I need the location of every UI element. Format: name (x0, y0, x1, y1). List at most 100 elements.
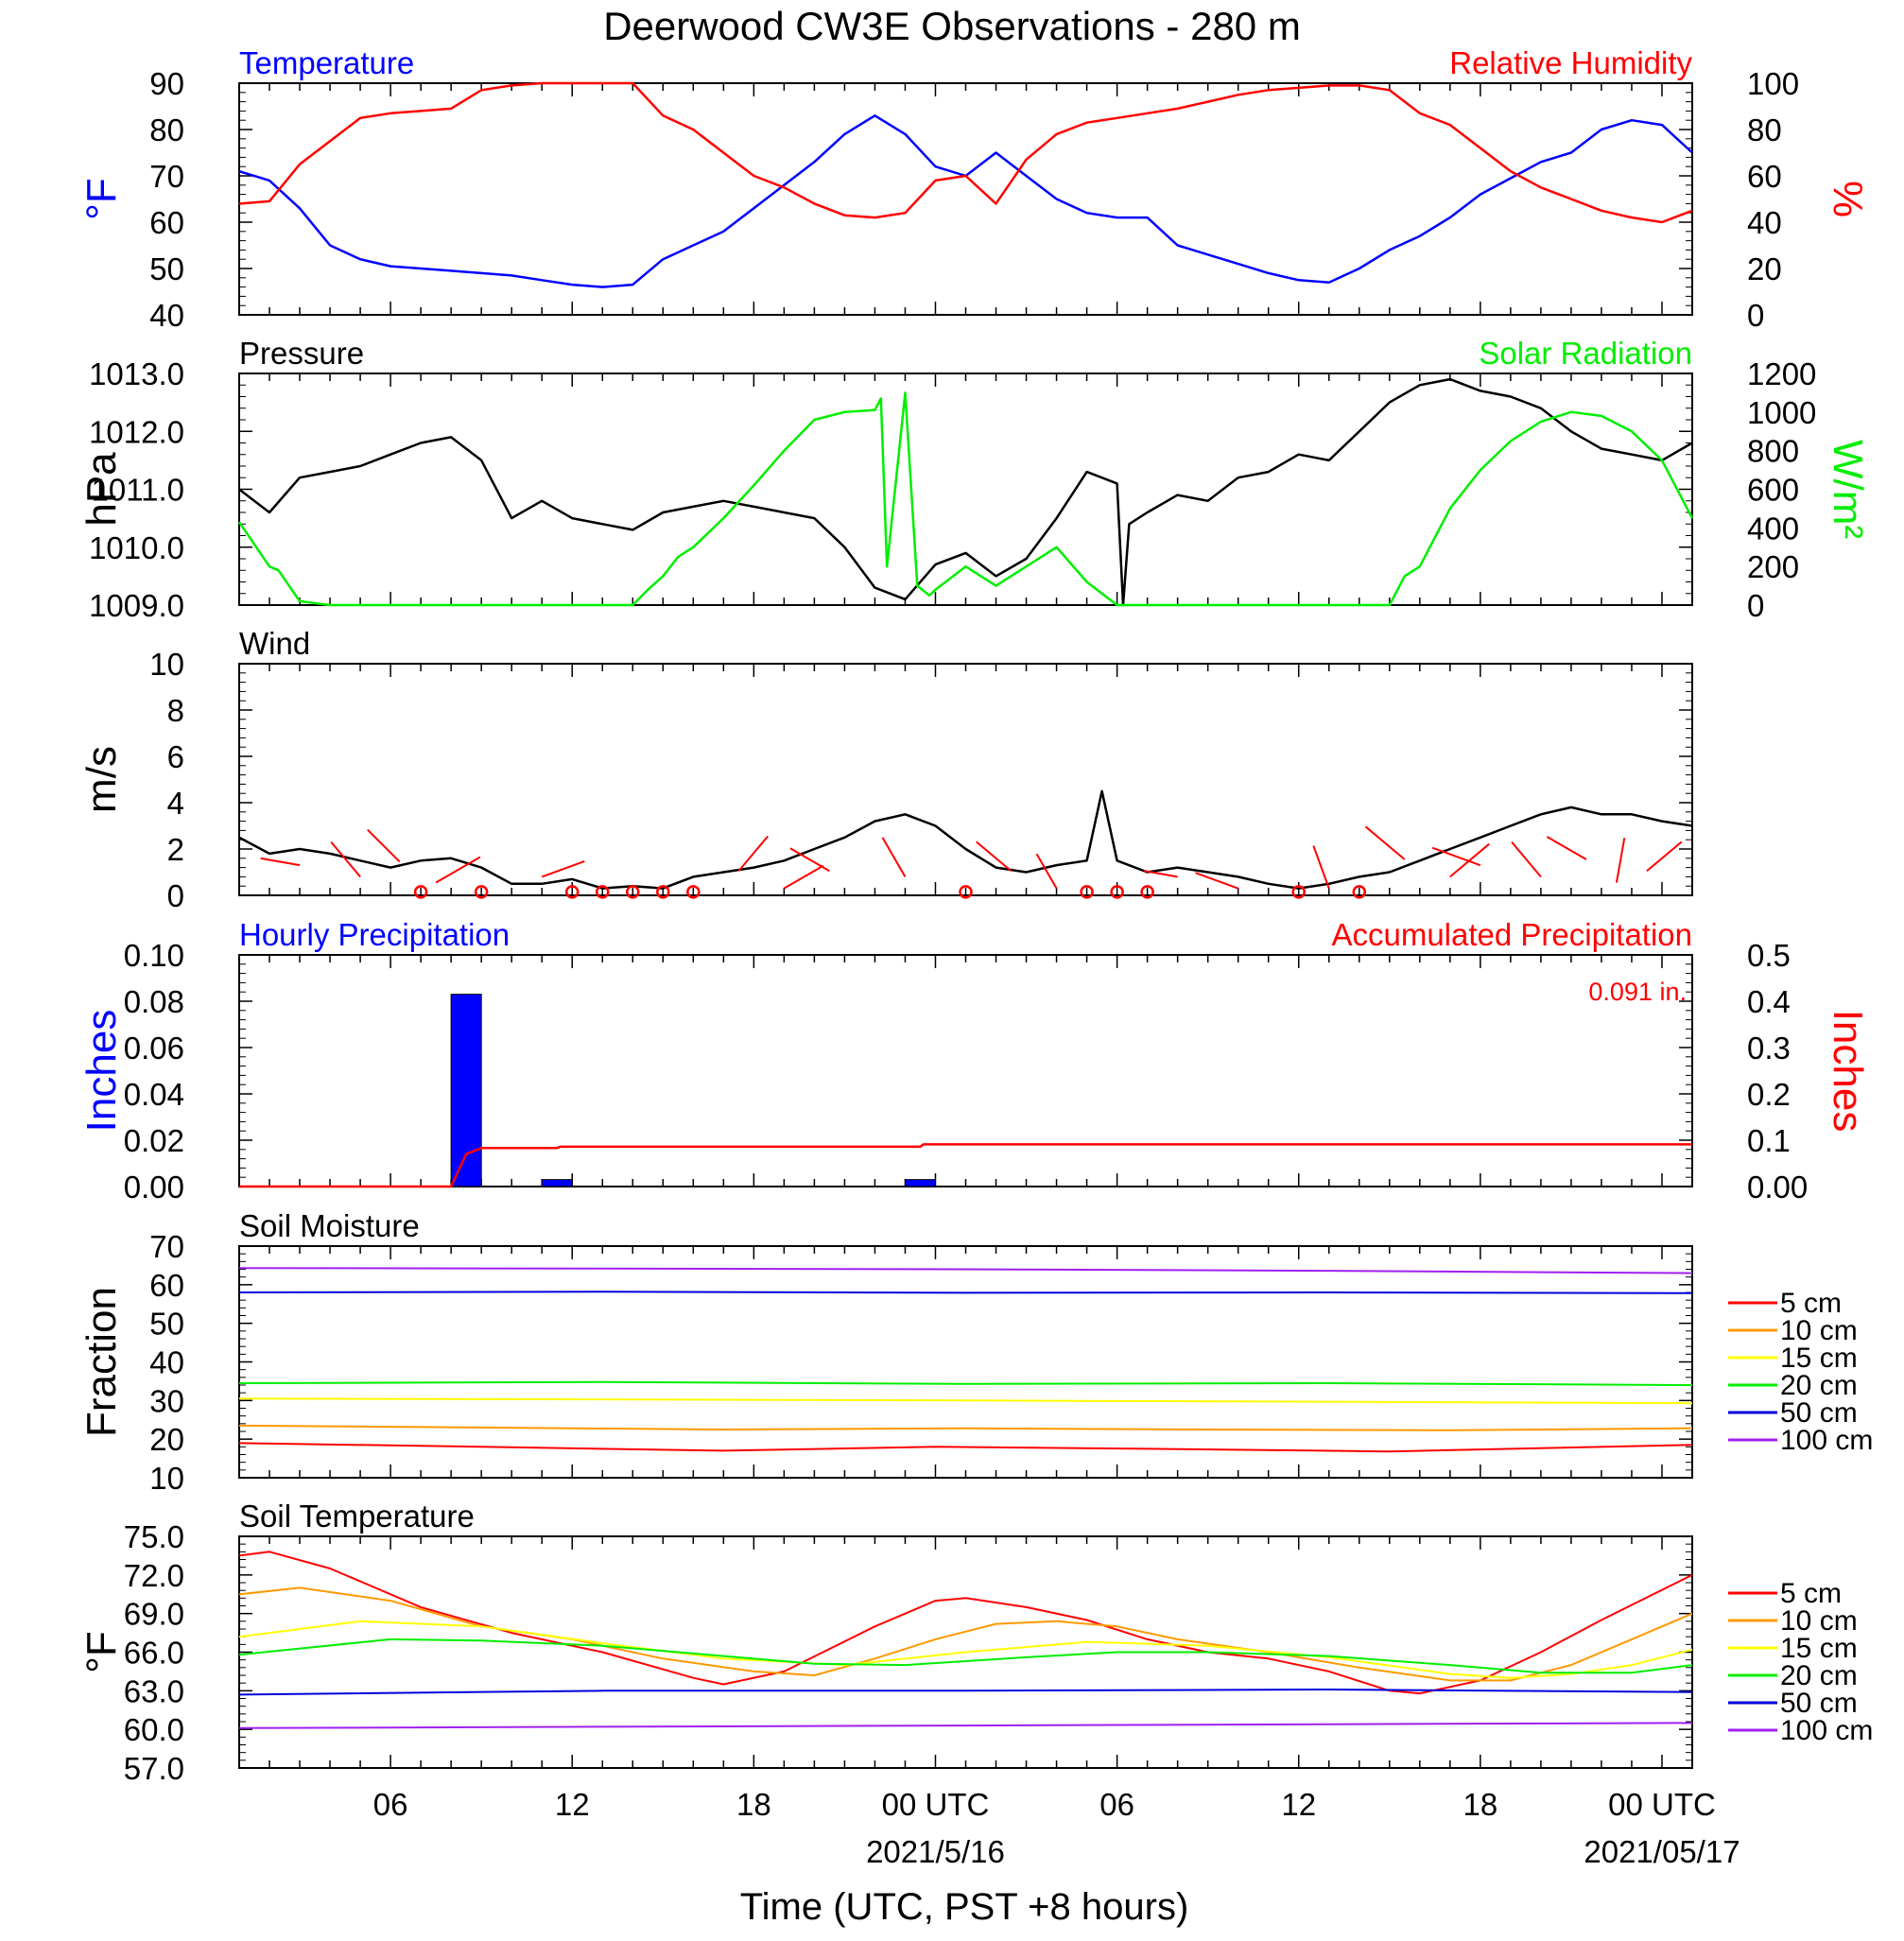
y-tick-label-left: 0.00 (124, 1170, 184, 1204)
panel-soil_moisture (238, 1245, 1777, 1479)
y-tick-label-right: 200 (1747, 549, 1799, 584)
wind-barb (1035, 853, 1058, 890)
wind-barb (737, 835, 769, 872)
y-tick-label-left: 1010.0 (89, 530, 184, 565)
x-tick-label: 00 UTC (882, 1787, 990, 1822)
panel-pressure_solar (237, 373, 1694, 607)
y-axis-label-left: m/s (78, 746, 125, 813)
calm-wind-marker (474, 885, 489, 899)
y-tick-label-right: 0.3 (1747, 1031, 1791, 1066)
panel-title-left: Wind (239, 626, 310, 661)
figure-title: Deerwood CW3E Observations - 280 m (603, 4, 1301, 48)
series-line-15-cm (238, 1397, 1693, 1405)
wind-barb (435, 856, 481, 884)
x-tick-label: 12 (555, 1787, 590, 1822)
precip-bar (450, 994, 482, 1187)
y-axis-label-right: W/m² (1825, 440, 1871, 539)
x-tick-label: 12 (1281, 1787, 1316, 1822)
y-tick-label-left: 72.0 (124, 1558, 184, 1593)
y-tick-label-left: 70 (149, 159, 184, 194)
series-line-10-cm (238, 1424, 1693, 1431)
legend-label: 100 cm (1780, 1715, 1873, 1746)
legend-label: 50 cm (1780, 1397, 1858, 1429)
legend-label: 5 cm (1780, 1288, 1842, 1319)
series-line-100-cm (238, 1722, 1693, 1729)
x-axis-label: Time (UTC, PST +8 hours) (740, 1886, 1189, 1928)
series-line-wind (238, 789, 1693, 890)
wind-barb (367, 828, 401, 863)
calm-wind-marker (596, 885, 610, 899)
y-tick-label-left: 50 (149, 1307, 184, 1342)
y-tick-label-left: 1013.0 (89, 356, 184, 391)
y-tick-label-right: 100 (1747, 66, 1799, 101)
series-line-5-cm (238, 1442, 1693, 1453)
y-tick-label-right: 1200 (1747, 356, 1816, 391)
legend-label: 15 cm (1780, 1633, 1858, 1664)
series-line-15-cm (238, 1620, 1693, 1679)
legend-label: 100 cm (1780, 1425, 1873, 1456)
y-tick-label-left: 63.0 (124, 1673, 184, 1708)
y-tick-label-left: 2 (167, 832, 184, 867)
panel-soil_temperature (238, 1535, 1777, 1769)
wind-barb (1646, 841, 1683, 873)
calm-wind-marker (1080, 885, 1094, 899)
y-tick-label-right: 400 (1747, 511, 1799, 546)
legend-label: 20 cm (1780, 1370, 1858, 1401)
wind-barb (1511, 841, 1542, 878)
panel-title-left: Soil Moisture (239, 1208, 420, 1243)
y-axis-label-left: °F (78, 178, 125, 219)
wind-barb (976, 841, 1013, 873)
y-tick-label-left: 0 (167, 878, 184, 913)
wind-barb (789, 847, 830, 873)
panel-title-right: Solar Radiation (1479, 336, 1692, 371)
y-tick-label-right: 600 (1747, 473, 1799, 508)
y-axis-label-left: Fraction (78, 1287, 125, 1437)
y-tick-label-left: 0.10 (124, 938, 184, 973)
y-tick-label-right: 1000 (1747, 395, 1816, 430)
panel-title-left: Temperature (239, 45, 414, 80)
y-tick-label-left: 10 (149, 1461, 184, 1496)
wind-barb (1364, 825, 1406, 860)
y-tick-label-left: 1012.0 (89, 414, 184, 449)
panel-title-right: Accumulated Precipitation (1331, 917, 1692, 952)
wind-barb (881, 837, 907, 877)
calm-wind-marker (413, 885, 428, 899)
wind-barb (1144, 870, 1178, 878)
wind-barb (783, 864, 824, 890)
y-tick-label-left: 40 (149, 1345, 184, 1380)
wind-barb (1431, 846, 1481, 867)
y-axis-label-right: % (1825, 181, 1871, 217)
y-tick-label-right: 0.1 (1747, 1123, 1791, 1158)
y-tick-label-right: 0.4 (1747, 984, 1791, 1019)
series-line-pressure (238, 377, 1693, 607)
wind-barb (1546, 836, 1587, 860)
y-tick-label-left: 0.04 (124, 1077, 184, 1112)
y-tick-label-left: 4 (167, 786, 184, 821)
calm-wind-marker (1352, 885, 1367, 899)
legend-label: 15 cm (1780, 1343, 1858, 1374)
panel-title-right: Relative Humidity (1449, 45, 1692, 80)
legend-label: 5 cm (1780, 1578, 1842, 1609)
wind-barb (1615, 838, 1626, 883)
panel-wind (238, 663, 1693, 899)
y-tick-label-left: 60.0 (124, 1712, 184, 1747)
y-tick-label-left: 0.08 (124, 984, 184, 1019)
y-tick-label-left: 1011.0 (92, 473, 184, 508)
y-axis-label-right: Inches (1825, 1010, 1871, 1133)
precip-bar (541, 1179, 573, 1187)
y-axis-label-left: hPa (78, 452, 125, 527)
y-axis-label-left: Inches (78, 1010, 125, 1133)
x-tick-label: 00 UTC (1608, 1787, 1716, 1822)
panel-precip (238, 954, 1693, 1188)
calm-wind-marker (686, 885, 701, 899)
y-tick-label-left: 70 (149, 1229, 184, 1264)
series-line-20-cm (238, 1638, 1693, 1674)
y-tick-label-right: 0 (1747, 298, 1764, 333)
legend-label: 10 cm (1780, 1315, 1858, 1346)
x-tick-date-label: 2021/05/17 (1584, 1834, 1740, 1869)
y-tick-label-left: 66.0 (124, 1636, 184, 1671)
legend-label: 10 cm (1780, 1605, 1858, 1637)
y-tick-label-right: 0.2 (1747, 1077, 1791, 1112)
y-axis-label-left: °F (78, 1631, 125, 1672)
series-line-relative-humidity (238, 81, 1693, 224)
